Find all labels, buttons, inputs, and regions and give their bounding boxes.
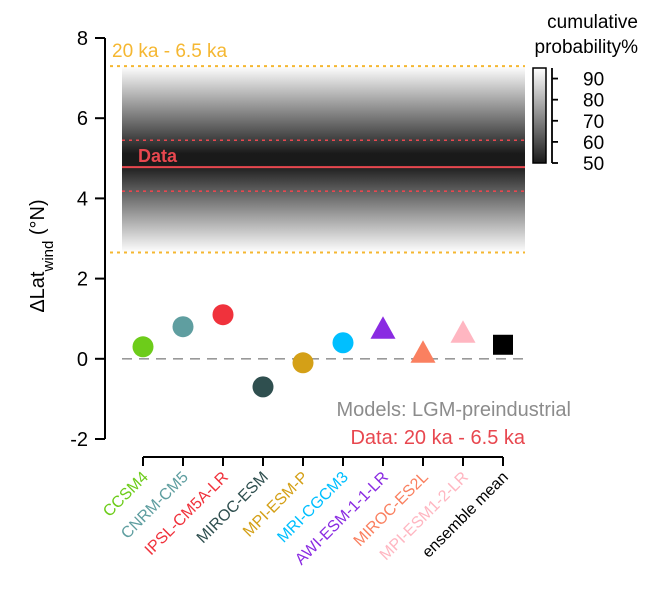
model-marker	[172, 316, 194, 338]
colorbar-title-line2: probability%	[535, 37, 639, 58]
legend-models-text: Models: LGM-preindustrial	[336, 399, 571, 421]
y-tick-label: -2	[70, 429, 88, 451]
model-marker	[493, 334, 513, 355]
colorbar-title-line1: cumulative	[547, 12, 638, 33]
band-label: 20 ka - 6.5 ka	[112, 41, 228, 62]
colorbar-tick-label: 70	[583, 112, 604, 133]
colorbar	[532, 67, 547, 164]
model-marker	[450, 320, 476, 343]
probability-band	[122, 66, 525, 253]
colorbar-tick-label: 50	[583, 154, 604, 175]
colorbar-tick-label: 60	[583, 133, 604, 154]
legend-data-text: Data: 20 ka - 6.5 ka	[350, 427, 525, 449]
model-marker	[332, 332, 354, 354]
y-tick-label: 4	[77, 188, 88, 210]
y-tick-label: 8	[77, 28, 88, 50]
y-label-unit: (°N)	[27, 199, 49, 240]
model-marker	[212, 304, 234, 326]
model-marker	[410, 340, 436, 363]
y-label-main: ΔLat	[27, 271, 49, 313]
colorbar-tick-label: 90	[583, 70, 604, 91]
y-axis-label: ΔLatwind (°N)	[27, 199, 57, 312]
model-markers	[132, 304, 513, 398]
x-tick-labels: CCSM4CNRM-CM5IPSL-CM5A-LRMIROC-ESMMPI-ES…	[100, 469, 512, 569]
y-tick-label: 2	[77, 269, 88, 291]
y-label-sub: wind	[40, 241, 57, 273]
y-tick-label: 6	[77, 108, 88, 130]
model-marker	[132, 336, 154, 358]
model-marker	[292, 352, 314, 374]
data-label: Data	[138, 146, 178, 166]
x-axis	[142, 456, 504, 466]
colorbar-tick-label: 80	[583, 91, 604, 112]
y-axis: -2 0 2 4 6 8	[70, 28, 106, 451]
y-tick-label: 0	[77, 349, 88, 371]
model-marker	[370, 316, 396, 339]
model-marker	[252, 376, 274, 398]
